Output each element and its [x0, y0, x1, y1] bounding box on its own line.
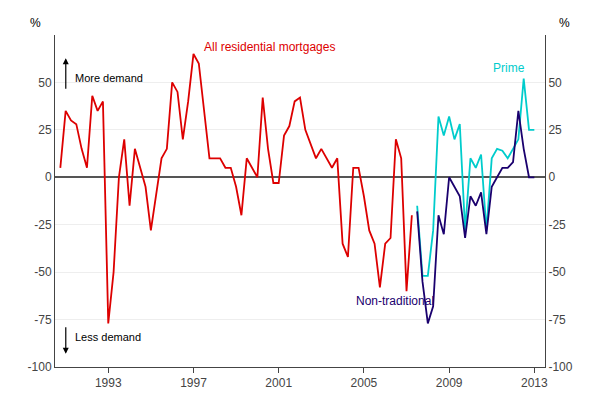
svg-text:-25: -25: [34, 218, 52, 232]
svg-text:2005: 2005: [351, 376, 378, 390]
svg-text:Prime: Prime: [493, 61, 525, 75]
svg-text:25: 25: [548, 123, 562, 137]
svg-text:0: 0: [45, 170, 52, 184]
svg-text:1997: 1997: [180, 376, 207, 390]
svg-text:All residential mortgages: All residential mortgages: [204, 40, 335, 54]
svg-text:50: 50: [548, 76, 562, 90]
svg-text:-50: -50: [548, 265, 566, 279]
svg-text:-50: -50: [34, 265, 52, 279]
svg-text:50: 50: [38, 76, 52, 90]
svg-text:2001: 2001: [265, 376, 292, 390]
svg-text:Non-traditional: Non-traditional: [356, 294, 434, 308]
svg-text:25: 25: [38, 123, 52, 137]
svg-text:-75: -75: [548, 313, 566, 327]
svg-text:Less demand: Less demand: [75, 331, 141, 343]
svg-text:-100: -100: [28, 360, 52, 374]
svg-text:-100: -100: [548, 360, 572, 374]
svg-text:1993: 1993: [95, 376, 122, 390]
svg-text:2009: 2009: [436, 376, 463, 390]
svg-text:0: 0: [548, 170, 555, 184]
svg-text:-75: -75: [34, 313, 52, 327]
svg-text:More demand: More demand: [75, 72, 143, 84]
svg-text:-25: -25: [548, 218, 566, 232]
svg-text:%: %: [559, 16, 570, 30]
svg-text:%: %: [30, 16, 41, 30]
svg-text:2013: 2013: [521, 376, 548, 390]
